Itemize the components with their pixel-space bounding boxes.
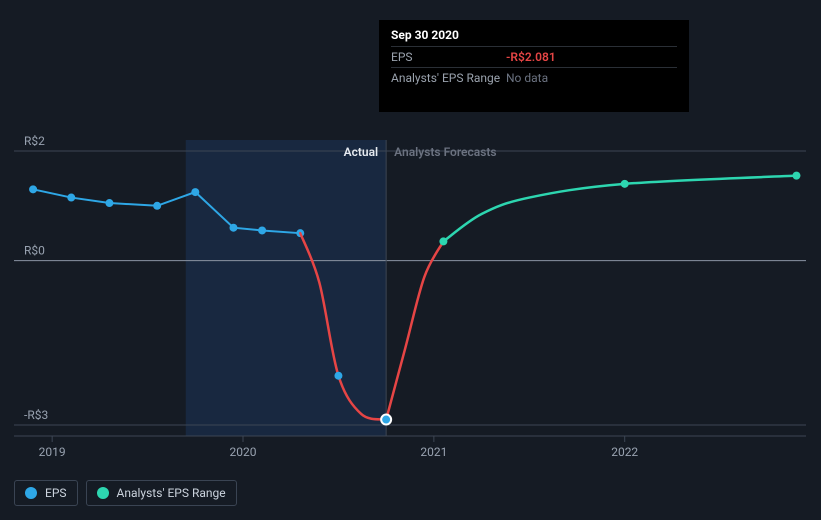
eps-chart: R$2 R$0 -R$3 Actual Analysts Forecasts 2019 20…: [0, 0, 821, 520]
svg-text:2021: 2021: [420, 445, 447, 459]
svg-text:2020: 2020: [230, 445, 257, 459]
svg-text:2022: 2022: [611, 445, 638, 459]
legend-item-eps[interactable]: EPS: [14, 480, 78, 506]
tooltip-label: Analysts' EPS Range: [391, 71, 506, 85]
svg-text:R$2: R$2: [24, 134, 45, 148]
tooltip-value: -R$2.081: [506, 50, 556, 64]
legend-label: EPS: [45, 486, 67, 500]
svg-text:2019: 2019: [39, 445, 66, 459]
legend-label: Analysts' EPS Range: [117, 486, 226, 500]
tooltip-date: Sep 30 2020: [391, 28, 677, 42]
svg-text:Analysts Forecasts: Analysts Forecasts: [394, 145, 496, 159]
legend-swatch: [97, 487, 109, 499]
legend-item-range[interactable]: Analysts' EPS Range: [86, 480, 237, 506]
chart-legend: EPS Analysts' EPS Range: [14, 480, 237, 506]
svg-text:Actual: Actual: [344, 145, 379, 159]
tooltip-label: EPS: [391, 50, 506, 64]
svg-text:R$0: R$0: [24, 244, 45, 258]
tooltip-value: No data: [506, 71, 548, 85]
chart-tooltip: Sep 30 2020 EPS -R$2.081 Analysts' EPS R…: [379, 20, 689, 112]
svg-text:-R$3: -R$3: [24, 408, 48, 422]
legend-swatch: [25, 487, 37, 499]
tooltip-row-range: Analysts' EPS Range No data: [391, 67, 677, 88]
tooltip-row-eps: EPS -R$2.081: [391, 46, 677, 67]
